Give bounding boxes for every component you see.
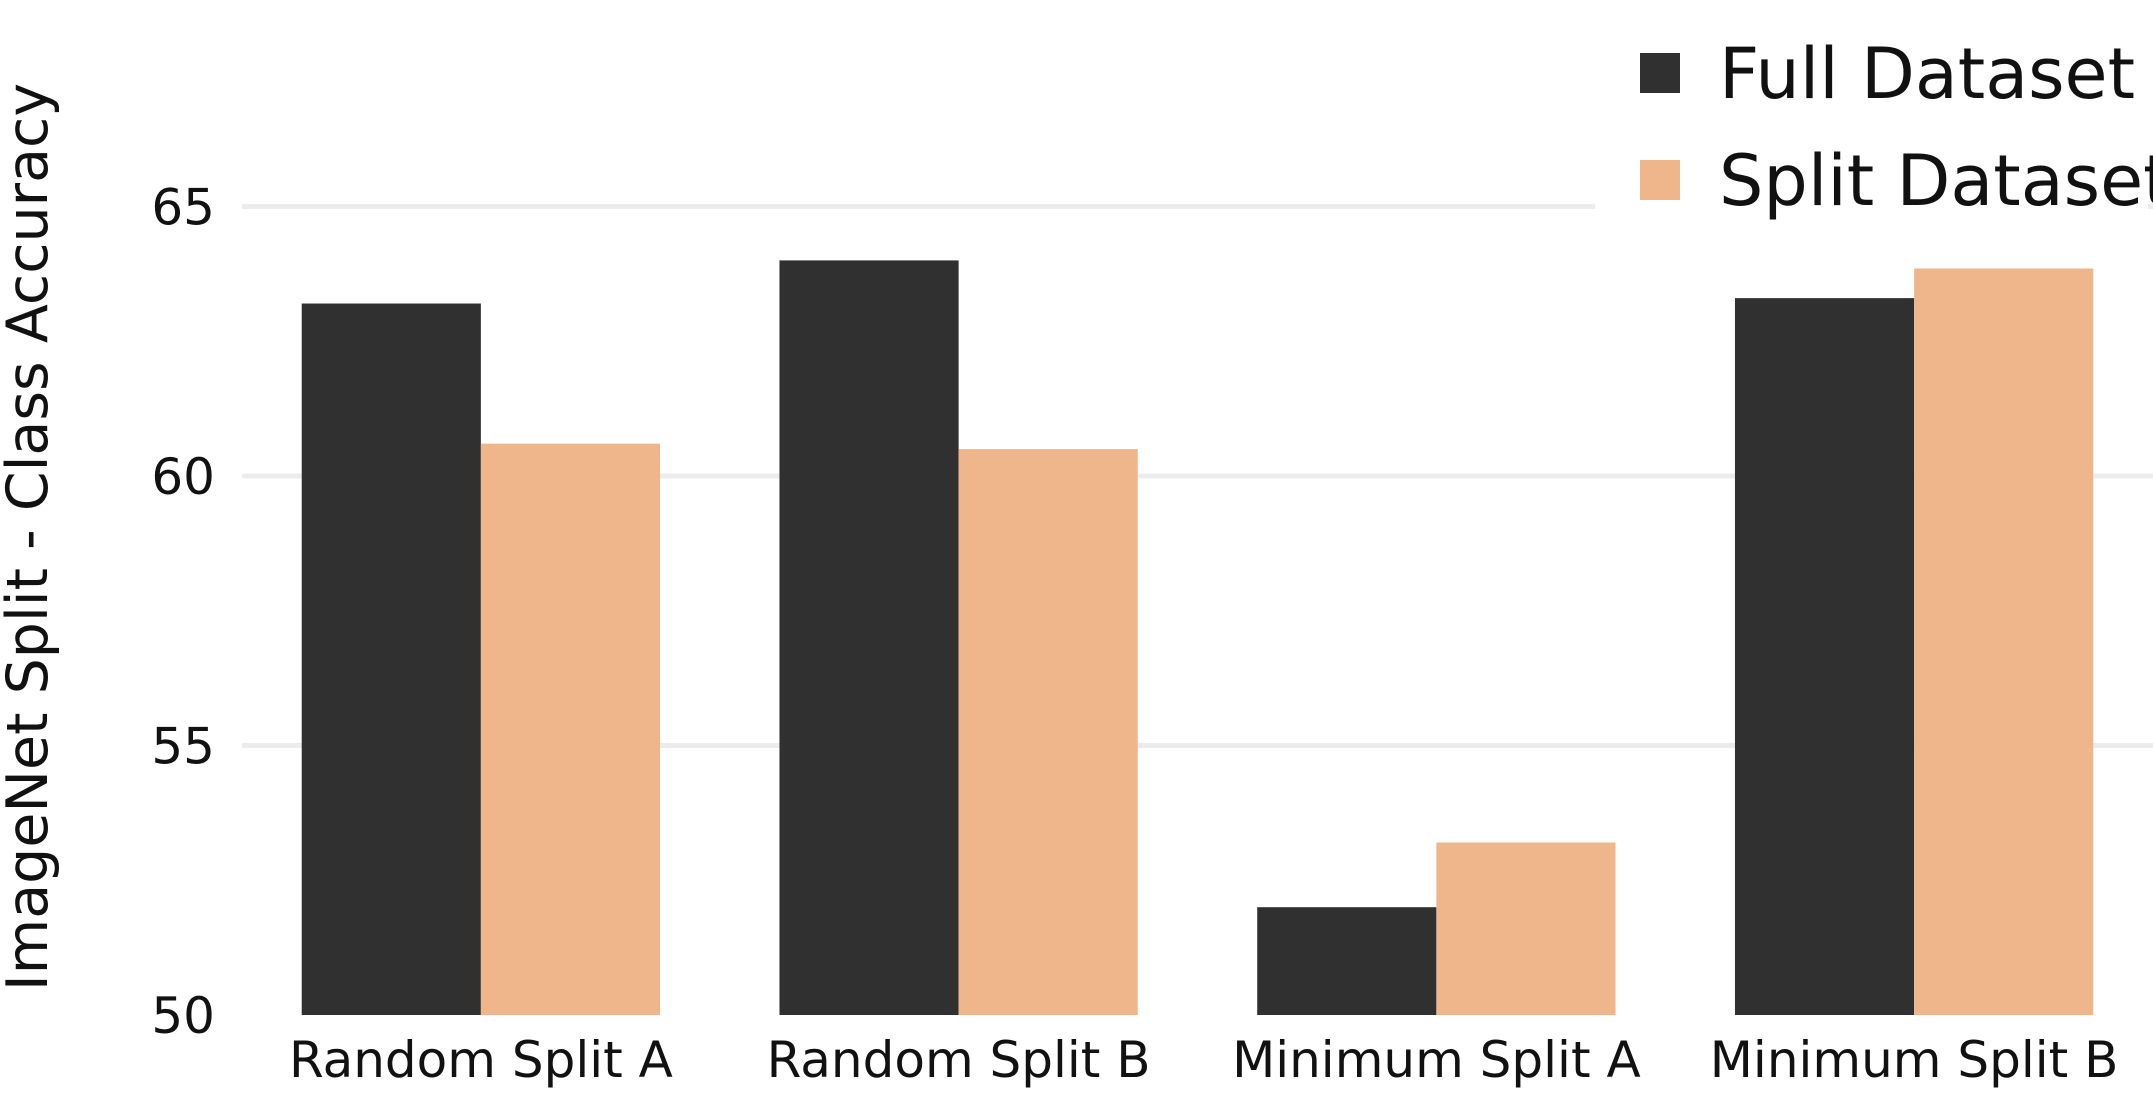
x-tick-label: Minimum Split A: [1232, 1031, 1641, 1089]
x-tick-label: Random Split A: [289, 1031, 673, 1089]
y-tick-label: 55: [151, 718, 215, 776]
legend-label-split-dataset: Split Dataset: [1719, 140, 2153, 222]
bar-full-dataset-random-split-a: [301, 303, 481, 1015]
legend-background: [1595, 20, 2148, 230]
legend-swatch-split-dataset: [1640, 160, 1680, 200]
bar-split-dataset-minimum-split-a: [1436, 842, 1616, 1015]
bars: [301, 260, 2094, 1015]
bar-full-dataset-minimum-split-b: [1734, 298, 1915, 1015]
legend-label-full-dataset: Full Dataset: [1719, 33, 2135, 115]
x-tick-label: Minimum Split B: [1710, 1031, 2119, 1089]
y-tick-label: 60: [151, 448, 215, 506]
y-tick-label: 50: [151, 987, 215, 1045]
legend: Full Dataset Split Dataset: [1595, 20, 2153, 230]
bar-split-dataset-random-split-a: [480, 443, 661, 1015]
x-tick-label: Random Split B: [767, 1031, 1151, 1089]
legend-swatch-full-dataset: [1640, 53, 1680, 93]
bar-split-dataset-minimum-split-b: [1914, 268, 2094, 1015]
y-axis-title: ImageNet Split - Class Accuracy: [0, 83, 61, 991]
x-axis-ticks: Random Split A Random Split B Minimum Spli…: [289, 1031, 2119, 1089]
bar-full-dataset-minimum-split-a: [1257, 907, 1437, 1015]
y-axis-ticks: 50 55 60 65: [151, 179, 215, 1046]
y-tick-label: 65: [151, 179, 215, 237]
bar-split-dataset-random-split-b: [958, 449, 1138, 1015]
bar-full-dataset-random-split-b: [779, 260, 959, 1015]
